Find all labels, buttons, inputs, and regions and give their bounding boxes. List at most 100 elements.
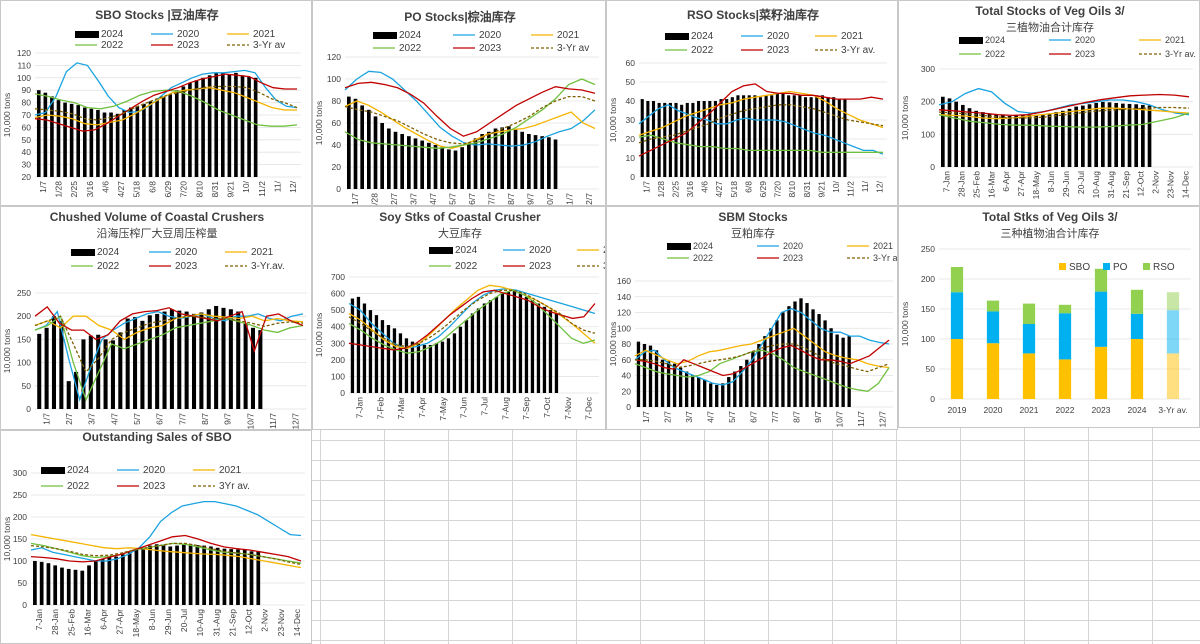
bar-2024	[207, 75, 212, 177]
y-tick-label: 100	[617, 323, 631, 333]
chart-title: Outstanding Sales of SBO	[82, 431, 231, 444]
chart-panel-crushed-volume[interactable]: Chushed Volume of Coastal Crushers 沿海压榨厂大…	[0, 206, 312, 430]
x-tick-label: 1/7	[41, 413, 51, 425]
x-tick-label: 6/7	[155, 413, 165, 425]
x-tick-label: 18-May	[131, 608, 141, 637]
x-tick-label: 3/16	[685, 181, 695, 198]
bar-2024	[648, 345, 653, 407]
bar-segment-sbo	[986, 343, 1000, 399]
bar-2024	[725, 99, 729, 177]
x-tick-label: 6-Apr	[99, 609, 109, 630]
x-tick-label: 8/10	[787, 181, 797, 198]
bar-2024	[80, 570, 85, 605]
y-tick-label: 0	[26, 404, 31, 414]
x-tick-label: 12/7	[877, 411, 887, 428]
bar-2024	[51, 316, 57, 409]
series-line-2022	[634, 349, 890, 392]
bar-2024	[803, 97, 808, 177]
x-tick-label: 8/7	[791, 411, 801, 423]
x-tick-label: 5/18	[729, 181, 739, 198]
bar-2024	[387, 128, 391, 189]
chart-panel-sbm-stocks[interactable]: SBM Stocks 豆粕库存 0 20 40 60 80 100 120 140 160 10,00…	[606, 206, 898, 430]
bar-2024	[347, 96, 351, 189]
bar-2024	[540, 136, 545, 189]
x-tick-label: 23-Nov	[1166, 170, 1176, 198]
bar-2024	[506, 291, 511, 393]
bar-2024	[393, 131, 398, 189]
x-tick-label: 2020	[984, 405, 1003, 415]
legend-label: 2020	[143, 465, 166, 476]
x-tick-label: 4/6	[100, 181, 110, 193]
y-tick-label: 50	[22, 135, 32, 145]
series-line-2021	[30, 533, 302, 569]
x-tick-label: 10/	[241, 180, 251, 192]
legend-label: 2024	[455, 245, 478, 256]
bar-2024	[1081, 105, 1085, 167]
bar-2024	[209, 546, 213, 605]
bar-2024	[102, 112, 107, 177]
bar-2024	[554, 313, 559, 393]
x-tick-label: 1/7	[641, 181, 651, 193]
bar-segment-rso	[1058, 304, 1072, 314]
bar-2024	[715, 384, 719, 407]
bar-2024	[690, 375, 695, 407]
bar-2024	[392, 328, 397, 393]
legend-swatch-rso	[1143, 263, 1150, 270]
chart-panel-po-stocks[interactable]: PO Stocks|棕油库存 0 20 40 60 80 100 120 10,000 tons…	[312, 0, 606, 206]
bar-2024	[161, 96, 166, 177]
bar-2024	[640, 99, 644, 177]
legend-swatch-2024	[71, 249, 95, 256]
bar-2024	[103, 339, 108, 409]
x-tick-label: 12/7	[291, 413, 301, 430]
bar-2024	[533, 135, 538, 189]
series-line-3-yr-av	[34, 85, 298, 121]
bar-2024	[460, 147, 465, 189]
bar-2024	[536, 303, 541, 393]
y-tick-label: 200	[17, 311, 31, 321]
chart-panel-rso-stocks[interactable]: RSO Stocks|菜籽油库存 0 10 20 30 40 50 60 10,000 tons…	[606, 0, 898, 206]
bar-2024	[1034, 114, 1039, 167]
bar-2024	[202, 545, 206, 605]
bar-segment-po	[1094, 291, 1108, 347]
legend-label: RSO	[1153, 262, 1175, 273]
bar-2024	[73, 569, 78, 605]
bar-2024	[713, 101, 717, 177]
y-tick-label: 20	[626, 134, 636, 144]
bar-2024	[757, 344, 761, 407]
bar-2024	[114, 556, 118, 605]
chart-subtitle: 大豆库存	[438, 226, 482, 240]
bar-2024	[792, 95, 796, 177]
chart-panel-soy-stocks[interactable]: Soy Stks of Coastal Crusher 大豆库存 0 100 200 30…	[312, 206, 606, 430]
x-tick-label: 29-Jun	[163, 609, 173, 635]
x-tick-label: 4/27	[116, 181, 126, 198]
legend-label: 2020	[175, 247, 198, 258]
bar-2024	[63, 102, 67, 177]
chart-panel-total-stks-bar[interactable]: Total Stks of Veg Oils 3/三种植物油合计库存 0 50 100…	[898, 206, 1200, 428]
chart-panel-total-stocks[interactable]: Total Stocks of Veg Oils 3/三植物油合计库存 0 100 2…	[898, 0, 1200, 206]
bar-2024	[781, 93, 785, 177]
x-tick-label: 7-Jan	[354, 397, 364, 419]
bar-2024	[191, 313, 197, 409]
bar-2024	[56, 100, 61, 177]
bar-2024	[1121, 103, 1125, 167]
x-tick-label: 23-Nov	[276, 608, 286, 636]
legend-label: 3-Yr.av.	[251, 261, 285, 272]
x-tick-label: 7-Dec	[584, 396, 594, 419]
bar-2024	[775, 93, 779, 177]
bar-2024	[753, 95, 757, 177]
legend-label: 2020	[529, 245, 552, 256]
chart-panel-outstanding-sales[interactable]: Outstanding Sales of SBO 0 50 100 150 200 250 3…	[0, 430, 312, 644]
bar-2024	[513, 129, 518, 189]
bar-2024	[168, 93, 173, 177]
bar-2024	[100, 558, 105, 605]
y-tick-label: 200	[921, 274, 935, 284]
legend-swatch-2024	[373, 32, 397, 39]
bar-2024	[1067, 108, 1072, 167]
chart-panel-sbo-stocks[interactable]: SBO Stocks |豆油库存 20 30 40 50 60 70 80 90 100 110 12…	[0, 0, 312, 206]
bar-2024	[128, 107, 133, 177]
x-tick-label: 8/31	[210, 181, 220, 198]
bar-2024	[763, 336, 767, 407]
bar-2024	[416, 343, 421, 393]
bar-2024	[76, 105, 81, 177]
bar-2024	[374, 315, 379, 393]
